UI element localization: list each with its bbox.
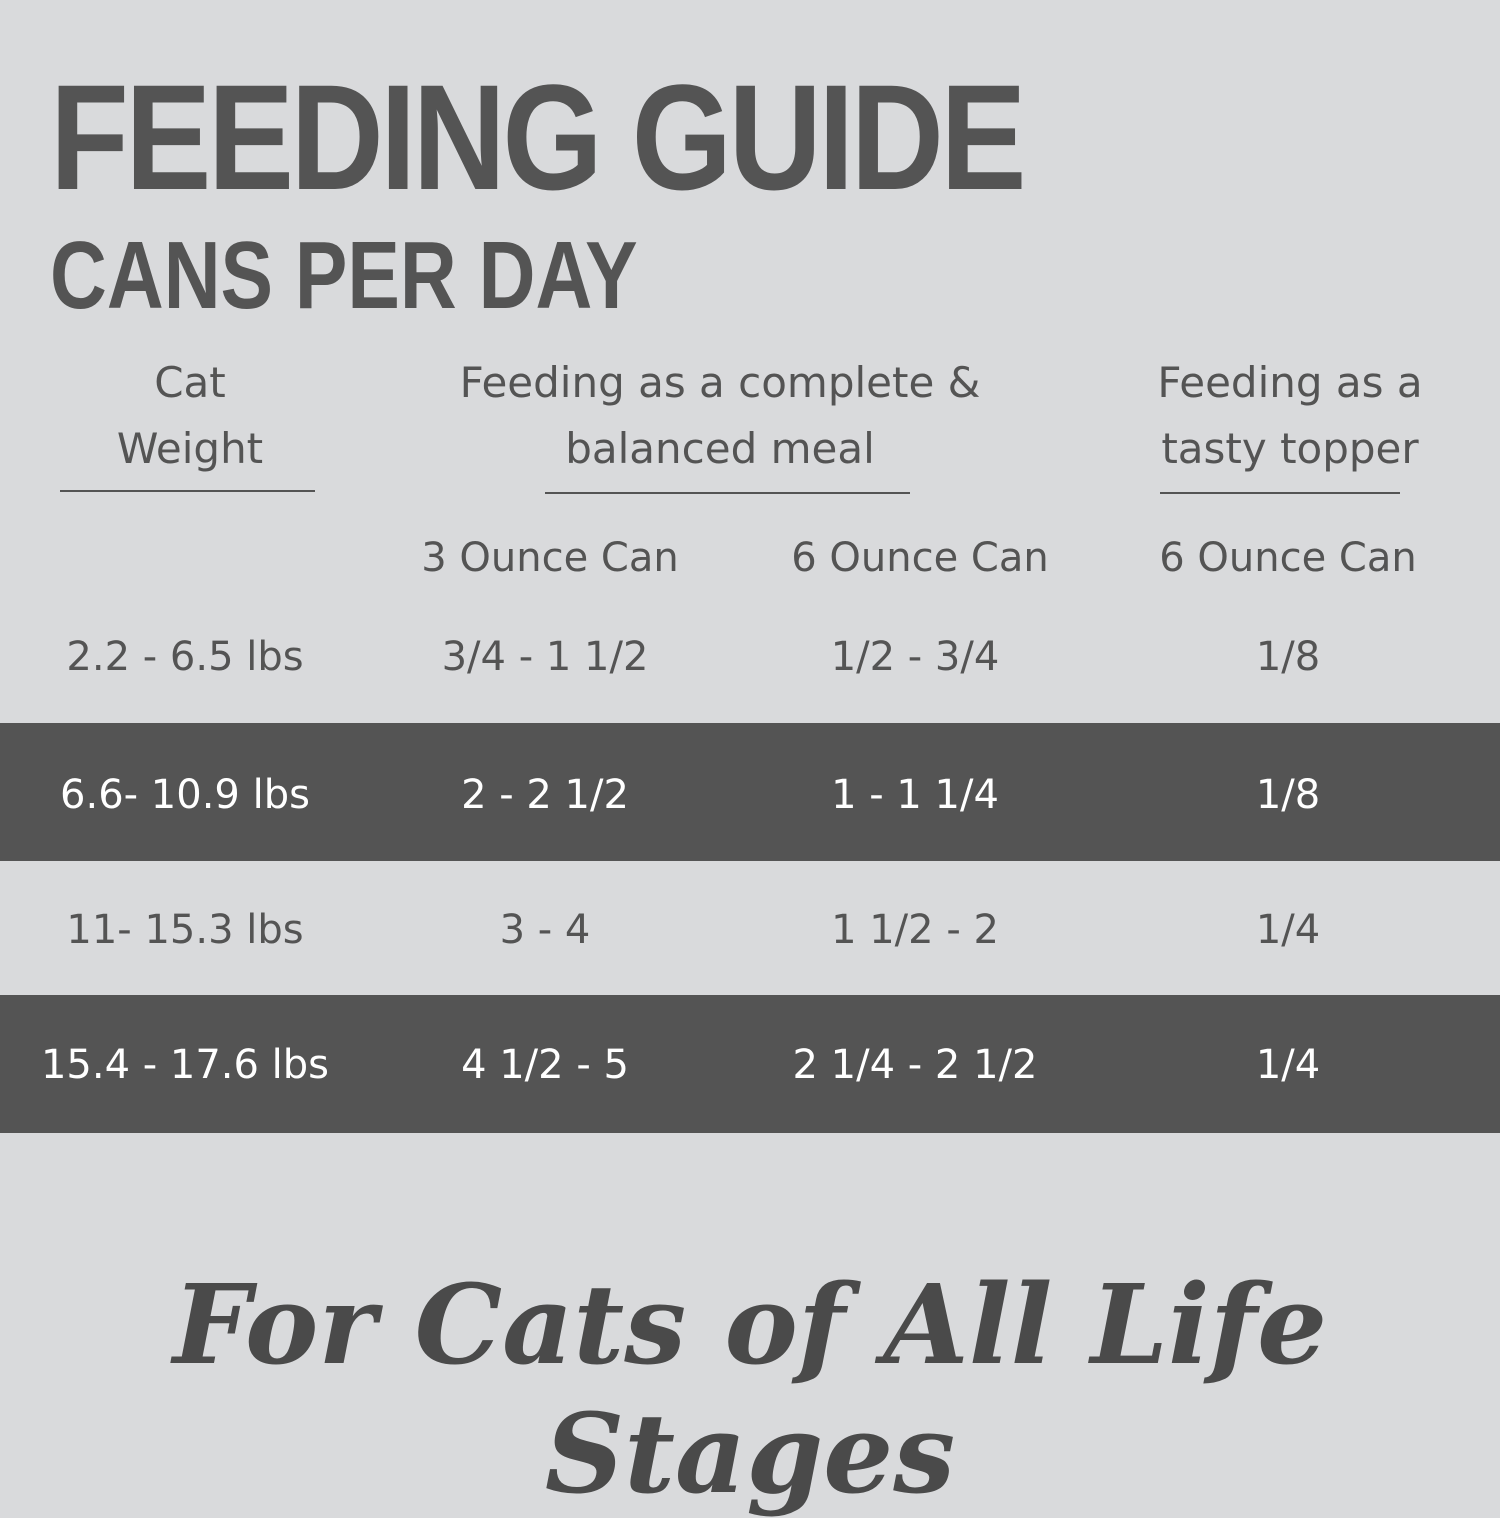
- table-cell: 1/2 - 3/4: [830, 634, 1000, 680]
- group-header: Feeding as a complete & balanced meal: [459, 358, 981, 473]
- table-cell: 1/8: [1255, 634, 1321, 680]
- table-cell: 3/4 - 1 1/2: [441, 634, 649, 680]
- sub-header: 6 Ounce Can: [791, 535, 1049, 581]
- title: FEEDING GUIDE: [50, 53, 1026, 221]
- table-cell: 4 1/2 - 5: [461, 1042, 629, 1088]
- row-band: [0, 723, 1500, 861]
- sub-header: 3 Ounce Can: [421, 535, 679, 581]
- table-cell: 11- 15.3 lbs: [66, 907, 304, 953]
- rule: [60, 490, 315, 492]
- group-header: Feeding as a tasty topper: [1157, 358, 1423, 473]
- table-cell: 1/8: [1255, 772, 1321, 818]
- row-band: [0, 995, 1500, 1133]
- table-cell: 2.2 - 6.5 lbs: [66, 634, 304, 680]
- rule: [545, 492, 910, 494]
- tagline: For Cats of All Life Stages: [172, 1260, 1328, 1518]
- table-cell: 3 - 4: [499, 907, 591, 953]
- sub-header: 6 Ounce Can: [1159, 535, 1417, 581]
- table-cell: 1/4: [1255, 907, 1321, 953]
- table-cell: 2 1/4 - 2 1/2: [792, 1042, 1038, 1088]
- group-header: Cat Weight: [116, 358, 264, 473]
- table-cell: 2 - 2 1/2: [461, 772, 629, 818]
- table-cell: 1/4: [1255, 1042, 1321, 1088]
- subtitle: CANS PER DAY: [50, 222, 638, 329]
- table-cell: 1 - 1 1/4: [831, 772, 999, 818]
- table-cell: 6.6- 10.9 lbs: [60, 772, 310, 818]
- table-cell: 15.4 - 17.6 lbs: [40, 1042, 330, 1088]
- table-cell: 1 1/2 - 2: [831, 907, 999, 953]
- rule: [1160, 492, 1400, 494]
